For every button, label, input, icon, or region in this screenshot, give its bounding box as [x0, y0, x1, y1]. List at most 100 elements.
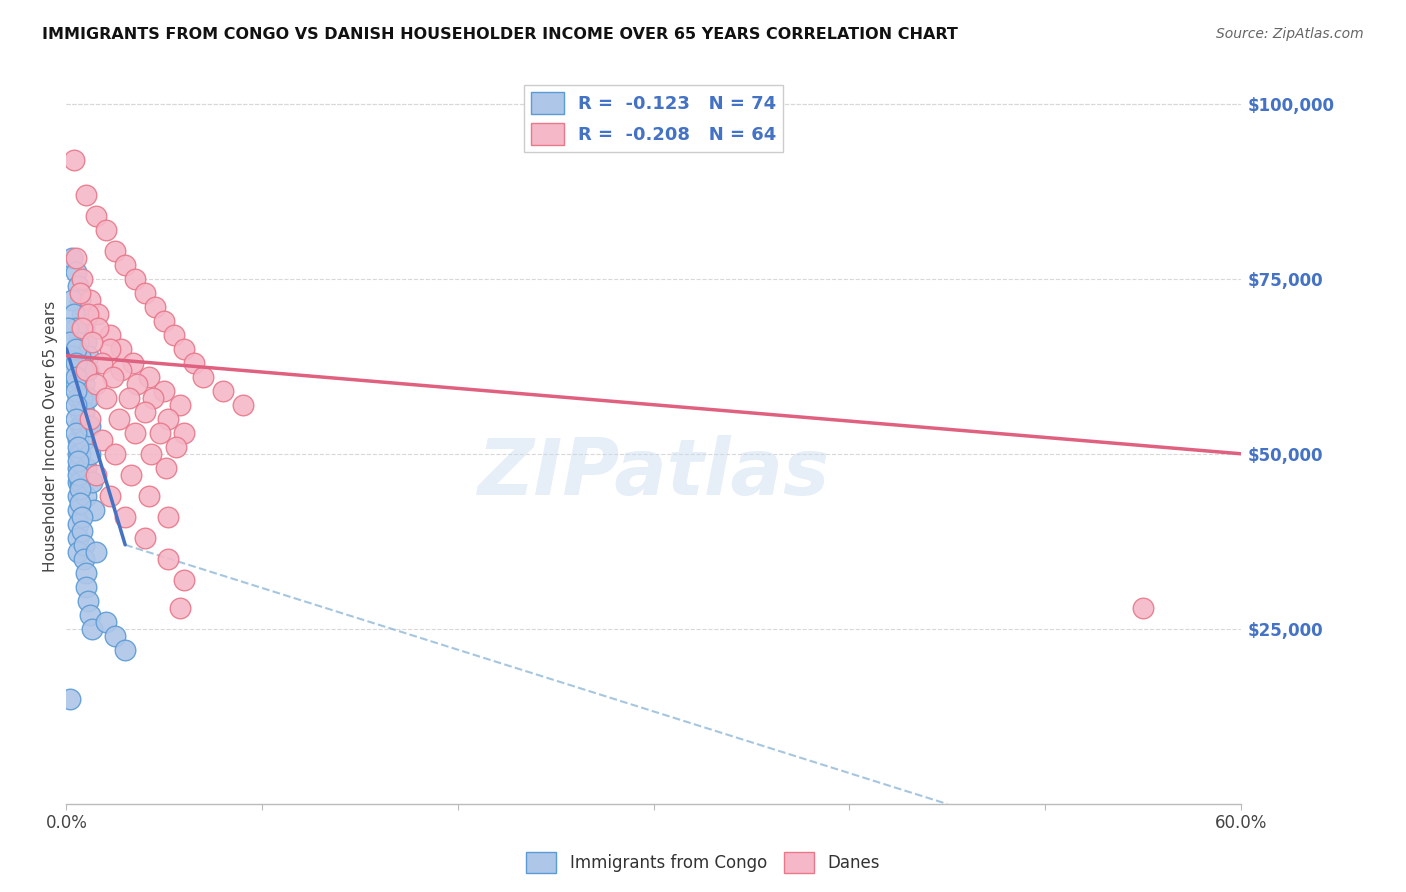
- Point: [84, 545, 107, 559]
- Point: [153, 384, 176, 398]
- Point: [79, 447, 101, 461]
- Point: [193, 369, 215, 384]
- Point: [79, 411, 101, 425]
- Point: [155, 460, 177, 475]
- Point: [75, 580, 97, 594]
- Point: [67, 278, 90, 293]
- Point: [212, 384, 235, 398]
- Point: [87, 320, 110, 334]
- Point: [69, 349, 91, 363]
- Point: [65, 369, 87, 384]
- Point: [80, 334, 103, 349]
- Point: [73, 376, 96, 391]
- Point: [183, 356, 205, 370]
- Point: [70, 418, 93, 433]
- Point: [173, 342, 195, 356]
- Point: [67, 475, 90, 489]
- Point: [77, 362, 100, 376]
- Point: [110, 362, 132, 376]
- Legend: Immigrants from Congo, Danes: Immigrants from Congo, Danes: [520, 846, 886, 880]
- Point: [65, 411, 87, 425]
- Point: [134, 285, 156, 300]
- Point: [67, 433, 90, 447]
- Point: [98, 489, 121, 503]
- Point: [79, 418, 101, 433]
- Point: [67, 503, 90, 517]
- Point: [67, 467, 90, 482]
- Point: [73, 405, 96, 419]
- Point: [67, 391, 90, 405]
- Point: [94, 222, 117, 236]
- Point: [70, 307, 93, 321]
- Point: [124, 271, 146, 285]
- Point: [77, 391, 100, 405]
- Point: [104, 629, 127, 643]
- Point: [163, 327, 186, 342]
- Point: [79, 607, 101, 622]
- Point: [67, 447, 90, 461]
- Point: [67, 460, 90, 475]
- Point: [69, 447, 91, 461]
- Point: [67, 489, 90, 503]
- Point: [65, 398, 87, 412]
- Point: [70, 524, 93, 538]
- Point: [125, 376, 148, 391]
- Point: [173, 573, 195, 587]
- Point: [173, 425, 195, 440]
- Point: [138, 369, 160, 384]
- Point: [157, 509, 180, 524]
- Point: [134, 531, 156, 545]
- Point: [77, 307, 100, 321]
- Point: [65, 251, 87, 265]
- Point: [73, 320, 96, 334]
- Point: [70, 362, 93, 376]
- Point: [60, 251, 83, 265]
- Point: [70, 320, 93, 334]
- Point: [75, 489, 97, 503]
- Point: [87, 307, 110, 321]
- Point: [75, 566, 97, 580]
- Point: [69, 482, 91, 496]
- Point: [84, 209, 107, 223]
- Point: [65, 356, 87, 370]
- Point: [94, 391, 117, 405]
- Point: [69, 418, 91, 433]
- Point: [67, 454, 90, 468]
- Point: [139, 447, 162, 461]
- Point: [84, 467, 107, 482]
- Point: [67, 334, 90, 349]
- Point: [70, 391, 93, 405]
- Point: [114, 643, 136, 657]
- Point: [165, 440, 187, 454]
- Point: [108, 411, 131, 425]
- Point: [67, 545, 90, 559]
- Point: [58, 320, 80, 334]
- Text: ZIPatlas: ZIPatlas: [478, 435, 830, 511]
- Point: [69, 475, 91, 489]
- Point: [63, 307, 86, 321]
- Point: [75, 391, 97, 405]
- Point: [80, 622, 103, 636]
- Point: [143, 300, 166, 314]
- Point: [134, 405, 156, 419]
- Point: [69, 285, 91, 300]
- Point: [90, 433, 112, 447]
- Point: [149, 425, 172, 440]
- Point: [65, 376, 87, 391]
- Point: [59, 692, 82, 706]
- Point: [118, 391, 141, 405]
- Point: [65, 320, 87, 334]
- Text: IMMIGRANTS FROM CONGO VS DANISH HOUSEHOLDER INCOME OVER 65 YEARS CORRELATION CHA: IMMIGRANTS FROM CONGO VS DANISH HOUSEHOL…: [42, 27, 957, 42]
- Point: [73, 551, 96, 566]
- Point: [157, 551, 180, 566]
- Point: [70, 418, 93, 433]
- Text: Source: ZipAtlas.com: Source: ZipAtlas.com: [1216, 27, 1364, 41]
- Point: [104, 447, 127, 461]
- Point: [77, 349, 100, 363]
- Point: [63, 153, 86, 167]
- Point: [103, 369, 125, 384]
- Point: [120, 467, 142, 482]
- Y-axis label: Householder Income Over 65 years: Householder Income Over 65 years: [44, 301, 58, 572]
- Point: [142, 391, 165, 405]
- Point: [84, 376, 107, 391]
